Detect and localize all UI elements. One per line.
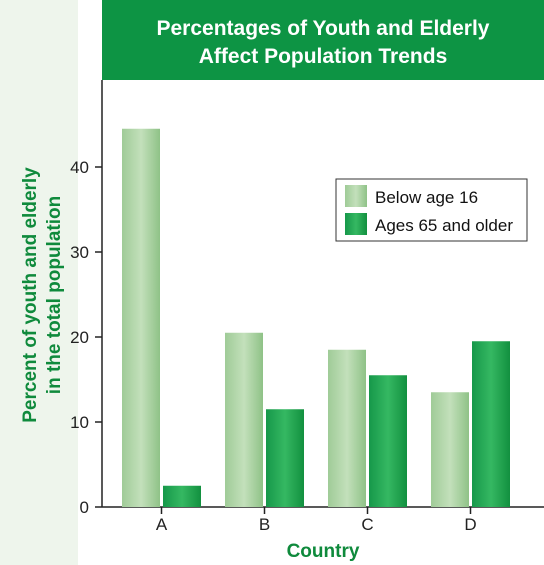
bar-65-older-b [266, 409, 304, 507]
chart-title: Percentages of Youth and Elderly Affect … [157, 17, 490, 68]
legend-swatch-below-16 [345, 185, 367, 207]
y-tick-label: 0 [80, 498, 89, 517]
legend-label-below-16: Below age 16 [375, 188, 478, 207]
chart-title-line-2: Affect Population Trends [199, 45, 448, 68]
x-axis-title: Country [287, 541, 360, 562]
y-tick-label: 40 [70, 158, 89, 177]
bar-below-16-c [328, 349, 366, 507]
x-tick-label: D [464, 515, 476, 534]
legend-label-65-older: Ages 65 and older [375, 216, 513, 235]
y-axis-title-line-2: in the total population [44, 196, 65, 394]
x-axis-ticks: A B C D [156, 507, 477, 534]
legend: Below age 16 Ages 65 and older [335, 178, 528, 242]
bar-below-16-d [431, 392, 469, 507]
bar-below-16-a [122, 128, 160, 507]
y-axis-title-line-1: Percent of youth and elderly [20, 167, 41, 423]
legend-box [335, 178, 528, 242]
y-tick-label: 30 [70, 243, 89, 262]
y-axis-ticks: 0 10 20 30 40 [70, 158, 102, 517]
label-panel [0, 0, 78, 565]
chart-title-line-1: Percentages of Youth and Elderly [157, 17, 490, 40]
y-axis-title: Percent of youth and elderly in the tota… [20, 167, 65, 423]
bars [122, 128, 510, 507]
x-tick-label: C [361, 515, 373, 534]
x-tick-label: A [156, 515, 168, 534]
bar-65-older-a [163, 485, 201, 507]
title-banner [102, 0, 544, 80]
bar-65-older-d [472, 341, 510, 507]
bar-below-16-b [225, 332, 263, 507]
bar-65-older-c [369, 375, 407, 507]
y-tick-label: 20 [70, 328, 89, 347]
y-tick-label: 10 [70, 413, 89, 432]
x-tick-label: B [259, 515, 270, 534]
legend-swatch-65-older [345, 213, 367, 235]
